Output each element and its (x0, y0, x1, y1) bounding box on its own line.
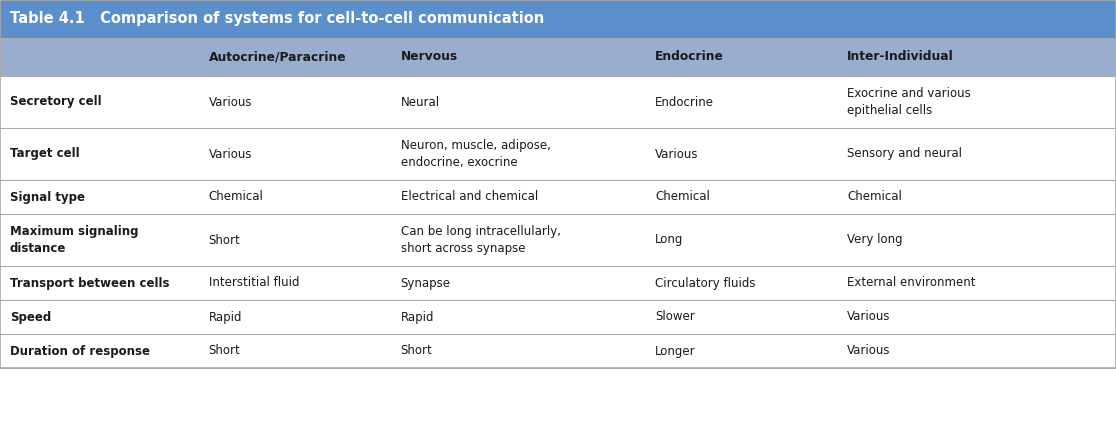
Text: Various: Various (847, 310, 891, 324)
Text: Maximum signaling
distance: Maximum signaling distance (10, 225, 138, 255)
Text: Short: Short (209, 344, 240, 357)
Text: Various: Various (209, 95, 252, 109)
Text: Target cell: Target cell (10, 148, 79, 161)
Bar (0, 334, 1116, 368)
Text: Speed: Speed (10, 310, 51, 324)
Text: Nervous: Nervous (401, 50, 458, 64)
Text: Secretory cell: Secretory cell (10, 95, 102, 109)
Text: Transport between cells: Transport between cells (10, 276, 170, 290)
Text: Rapid: Rapid (209, 310, 242, 324)
Bar (0, 266, 1116, 300)
Text: Rapid: Rapid (401, 310, 434, 324)
Text: Chemical: Chemical (655, 190, 710, 204)
Text: Long: Long (655, 234, 683, 246)
Text: Can be long intracellularly,
short across synapse: Can be long intracellularly, short acros… (401, 225, 560, 255)
Text: Various: Various (847, 344, 891, 357)
Text: Exocrine and various
epithelial cells: Exocrine and various epithelial cells (847, 87, 971, 117)
Text: Duration of response: Duration of response (10, 344, 150, 357)
Text: Inter-Individual: Inter-Individual (847, 50, 954, 64)
Text: Sensory and neural: Sensory and neural (847, 148, 962, 161)
Text: Interstitial fluid: Interstitial fluid (209, 276, 299, 290)
Text: Endocrine: Endocrine (655, 95, 714, 109)
Bar (0, 214, 1116, 266)
Bar (0, 0, 1116, 38)
Text: Electrical and chemical: Electrical and chemical (401, 190, 538, 204)
Bar (0, 180, 1116, 214)
Text: Signal type: Signal type (10, 190, 85, 204)
Text: Autocrine/Paracrine: Autocrine/Paracrine (209, 50, 346, 64)
Bar (0, 300, 1116, 334)
Text: External environment: External environment (847, 276, 975, 290)
Text: Circulatory fluids: Circulatory fluids (655, 276, 756, 290)
Text: Longer: Longer (655, 344, 695, 357)
Text: Neuron, muscle, adipose,
endocrine, exocrine: Neuron, muscle, adipose, endocrine, exoc… (401, 139, 550, 169)
Text: Various: Various (655, 148, 699, 161)
Text: Endocrine: Endocrine (655, 50, 724, 64)
Bar (0, 38, 1116, 76)
Text: Synapse: Synapse (401, 276, 451, 290)
Text: Chemical: Chemical (209, 190, 263, 204)
Text: Chemical: Chemical (847, 190, 902, 204)
Text: Various: Various (209, 148, 252, 161)
Text: Very long: Very long (847, 234, 903, 246)
Bar (0, 128, 1116, 180)
Text: Neural: Neural (401, 95, 440, 109)
Bar (0, 76, 1116, 128)
Text: Short: Short (401, 344, 432, 357)
Text: Table 4.1   Comparison of systems for cell-to-cell communication: Table 4.1 Comparison of systems for cell… (10, 11, 545, 26)
Text: Slower: Slower (655, 310, 695, 324)
Text: Short: Short (209, 234, 240, 246)
